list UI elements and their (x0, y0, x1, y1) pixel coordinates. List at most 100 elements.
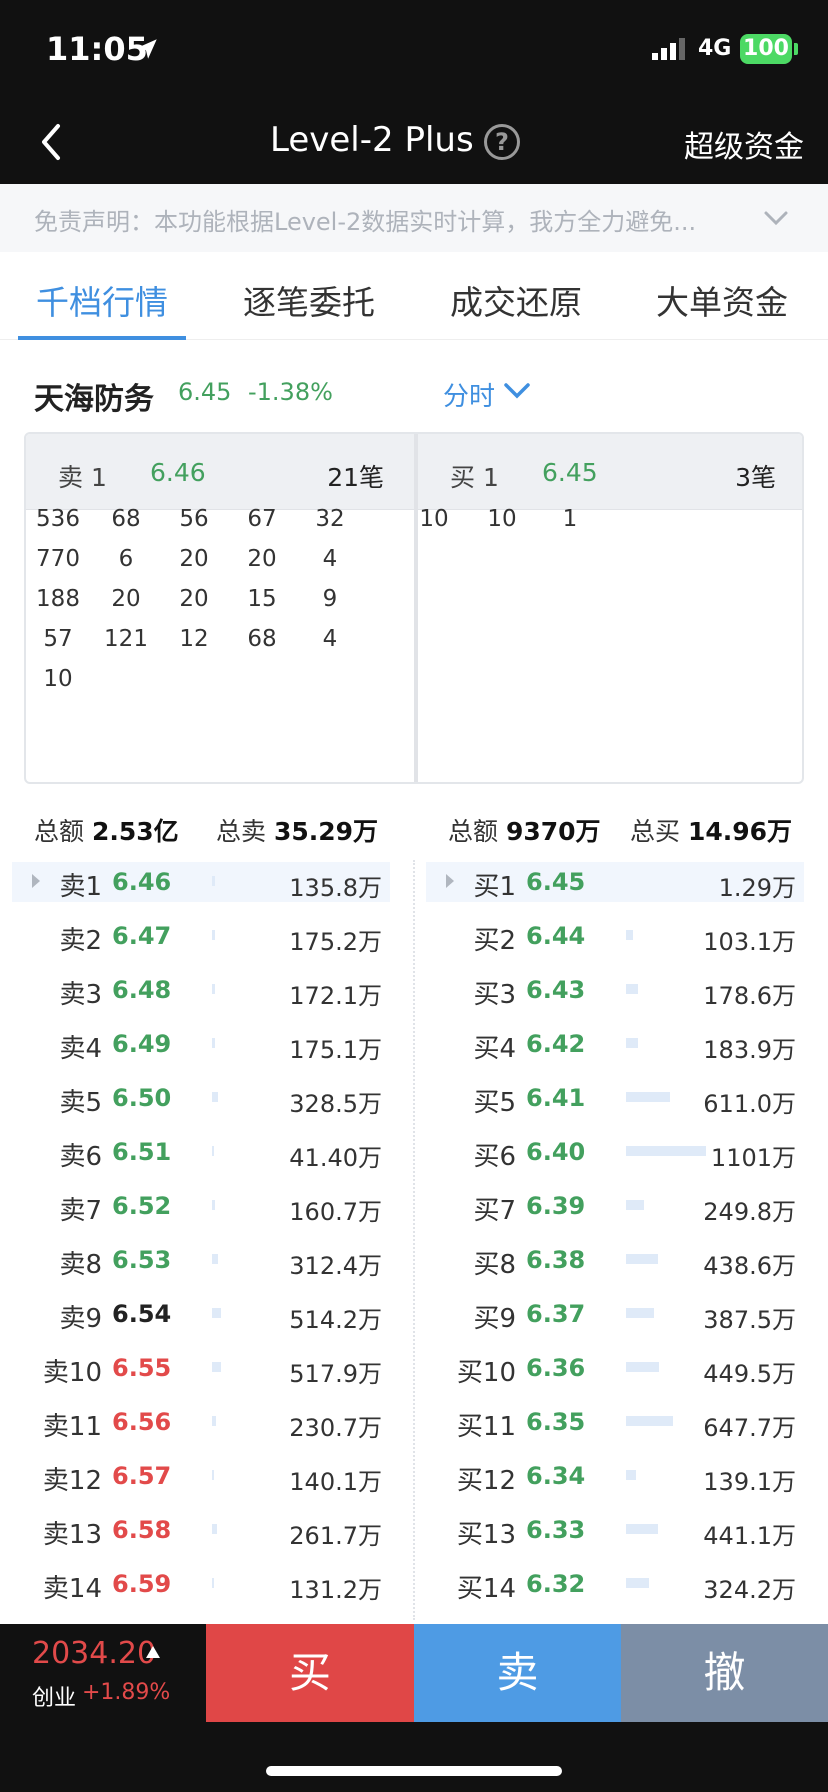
index-value: 2034.20 (32, 1636, 157, 1671)
bid-row[interactable]: 买6 6.40 1101万 (426, 1132, 804, 1172)
chevron-down-icon[interactable] (762, 204, 790, 232)
page-title: Level-2 Plus (270, 120, 474, 160)
level-label: 买11 (456, 1412, 516, 1442)
level-price: 6.44 (526, 922, 586, 950)
bid-row[interactable]: 买10 6.36 449.5万 (426, 1348, 804, 1388)
bid-row[interactable]: 买2 6.44 103.1万 (426, 916, 804, 956)
bid-row[interactable]: 买4 6.42 183.9万 (426, 1024, 804, 1064)
ask-row[interactable]: 卖3 6.48 172.1万 (12, 970, 390, 1010)
level-price: 6.35 (526, 1408, 586, 1436)
buy-queue-order: 1 (562, 506, 578, 532)
help-icon[interactable]: ? (484, 124, 520, 160)
index-name: 创业 (32, 1686, 77, 1711)
level-label: 买12 (456, 1466, 516, 1496)
tab-order-book[interactable]: 千档行情 (36, 283, 168, 322)
ask-row[interactable]: 卖12 6.57 140.1万 (12, 1456, 390, 1496)
bid-row[interactable]: 买5 6.41 611.0万 (426, 1078, 804, 1118)
level-price: 6.40 (526, 1138, 586, 1166)
sell-button[interactable]: 卖 (414, 1624, 621, 1722)
bid-row[interactable]: 买1 6.45 1.29万 (426, 862, 804, 902)
ask-row[interactable]: 卖13 6.58 261.7万 (12, 1510, 390, 1550)
ask-row[interactable]: 卖2 6.47 175.2万 (12, 916, 390, 956)
bid-row[interactable]: 买14 6.32 324.2万 (426, 1564, 804, 1604)
ask-row[interactable]: 卖11 6.56 230.7万 (12, 1402, 390, 1442)
level-label: 卖14 (42, 1574, 102, 1604)
bid-row[interactable]: 买3 6.43 178.6万 (426, 970, 804, 1010)
chart-mode-select[interactable]: 分时 (443, 382, 496, 412)
chevron-down-icon[interactable] (502, 378, 532, 404)
super-funds-link[interactable]: 超级资金 (684, 130, 804, 165)
level-volume: 41.40万 (289, 1144, 382, 1172)
tab-trade-replay[interactable]: 成交还原 (450, 283, 582, 322)
stock-price: 6.45 (178, 378, 232, 406)
sell-queue-order: 536 (36, 506, 80, 532)
level-price: 6.58 (112, 1516, 172, 1544)
bid-row[interactable]: 买13 6.33 441.1万 (426, 1510, 804, 1550)
sell-queue-label: 卖 1 (58, 463, 107, 492)
bid-row[interactable]: 买11 6.35 647.7万 (426, 1402, 804, 1442)
buy-total-amount: 总额 9370万 (448, 817, 601, 846)
index-ticker[interactable]: 2034.20 创业 +1.89% (0, 1624, 206, 1722)
level-volume: 139.1万 (703, 1468, 796, 1496)
level-label: 买4 (473, 1034, 516, 1064)
level-volume: 647.7万 (703, 1414, 796, 1442)
sell-queue-order: 12 (179, 626, 209, 652)
ask-row[interactable]: 卖10 6.55 517.9万 (12, 1348, 390, 1388)
level-price: 6.55 (112, 1354, 172, 1382)
volume-bar (212, 1254, 218, 1264)
disclaimer-bar[interactable]: 免责声明：本功能根据Level-2数据实时计算，我方全力避免... (0, 184, 828, 252)
battery-icon: 100 (740, 34, 792, 64)
level-volume: 249.8万 (703, 1198, 796, 1226)
level-price: 6.38 (526, 1246, 586, 1274)
volume-bar (212, 1038, 216, 1048)
ask-row[interactable]: 卖8 6.53 312.4万 (12, 1240, 390, 1280)
level-volume: 175.2万 (289, 928, 382, 956)
bid-row[interactable]: 买12 6.34 139.1万 (426, 1456, 804, 1496)
back-chevron-icon[interactable] (36, 122, 66, 162)
volume-bar (626, 1578, 650, 1588)
ask-row[interactable]: 卖6 6.51 41.40万 (12, 1132, 390, 1172)
buy-queue-order: 10 (419, 506, 449, 532)
level-label: 卖10 (42, 1358, 102, 1388)
buy-queue-count: 3笔 (735, 463, 776, 492)
volume-bar (626, 1254, 658, 1264)
level-label: 买2 (473, 926, 516, 956)
level-price: 6.45 (526, 868, 586, 896)
level-price: 6.54 (112, 1300, 172, 1328)
sell-queue-order: 68 (111, 506, 141, 532)
sell-queue-order: 32 (315, 506, 345, 532)
level-label: 卖2 (59, 926, 102, 956)
sell-queue-order: 188 (36, 586, 80, 612)
level-price: 6.49 (112, 1030, 172, 1058)
home-indicator[interactable] (266, 1766, 562, 1776)
status-time: 11:05 (46, 30, 148, 68)
ask-row[interactable]: 卖4 6.49 175.1万 (12, 1024, 390, 1064)
bid-row[interactable]: 买9 6.37 387.5万 (426, 1294, 804, 1334)
disclaimer-text: 免责声明：本功能根据Level-2数据实时计算，我方全力避免... (34, 208, 697, 236)
tab-tick-orders[interactable]: 逐笔委托 (243, 283, 375, 322)
sell-queue-order: 770 (36, 546, 80, 572)
level-price: 6.47 (112, 922, 172, 950)
volume-bar (212, 1362, 221, 1372)
index-change: +1.89% (82, 1680, 171, 1705)
bid-row[interactable]: 买8 6.38 438.6万 (426, 1240, 804, 1280)
cancel-order-button[interactable]: 撤 (621, 1624, 828, 1722)
sell-queue-order: 10 (43, 666, 73, 692)
ask-row[interactable]: 卖1 6.46 135.8万 (12, 862, 390, 902)
volume-bar (626, 1200, 644, 1210)
level-label: 卖6 (59, 1142, 102, 1172)
ask-row[interactable]: 卖9 6.54 514.2万 (12, 1294, 390, 1334)
bid-row[interactable]: 买7 6.39 249.8万 (426, 1186, 804, 1226)
sell-total-amount: 总额 2.53亿 (34, 817, 179, 846)
level-price: 6.37 (526, 1300, 586, 1328)
level-volume: 514.2万 (289, 1306, 382, 1334)
buy-button[interactable]: 买 (206, 1624, 414, 1722)
ask-row[interactable]: 卖14 6.59 131.2万 (12, 1564, 390, 1604)
level-label: 买10 (456, 1358, 516, 1388)
level-volume: 175.1万 (289, 1036, 382, 1064)
ask-row[interactable]: 卖5 6.50 328.5万 (12, 1078, 390, 1118)
ask-row[interactable]: 卖7 6.52 160.7万 (12, 1186, 390, 1226)
volume-bar (626, 1524, 658, 1534)
tab-large-orders[interactable]: 大单资金 (656, 283, 788, 322)
level-price: 6.39 (526, 1192, 586, 1220)
